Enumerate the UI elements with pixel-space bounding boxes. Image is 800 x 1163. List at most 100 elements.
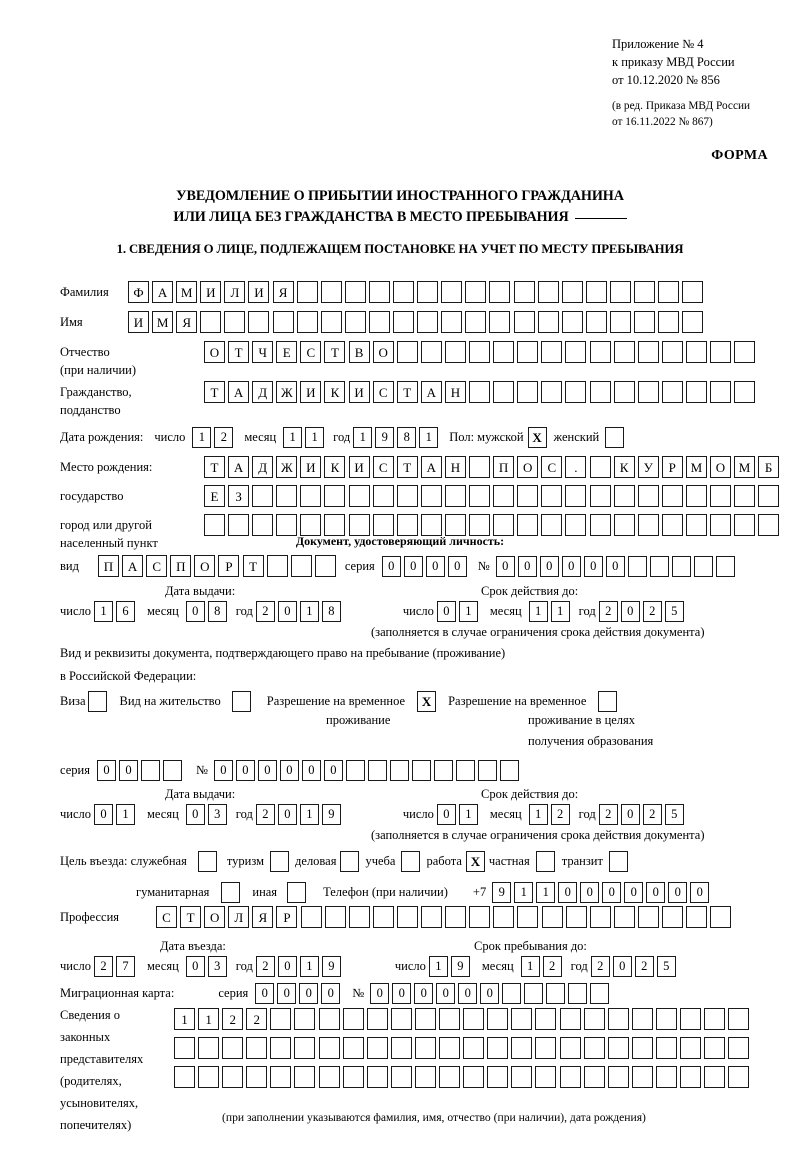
grid-cell[interactable] xyxy=(444,341,466,363)
grid-cell[interactable]: 0 xyxy=(185,956,205,977)
grid-cell[interactable] xyxy=(300,485,322,507)
grid-cell[interactable] xyxy=(637,906,659,928)
grid-cell[interactable] xyxy=(390,1008,412,1030)
grid-cell[interactable] xyxy=(324,906,346,928)
grid-cell[interactable] xyxy=(715,555,735,577)
grid-cell[interactable] xyxy=(366,1066,388,1088)
grid-cell[interactable] xyxy=(590,983,610,1004)
grid-cell[interactable]: 0 xyxy=(235,760,255,781)
grid-cell[interactable] xyxy=(487,1037,509,1059)
grid-cell[interactable] xyxy=(633,281,655,303)
grid-cell[interactable] xyxy=(487,1008,509,1030)
purpose-private-checkbox[interactable] xyxy=(535,851,555,872)
grid-cell[interactable]: 2 xyxy=(542,956,562,977)
grid-cell[interactable] xyxy=(655,1008,677,1030)
grid-cell[interactable] xyxy=(342,1066,364,1088)
grid-cell[interactable] xyxy=(613,341,635,363)
grid-cell[interactable] xyxy=(709,341,731,363)
grid-cell[interactable]: М xyxy=(685,456,707,478)
grid-cell[interactable]: Р xyxy=(661,456,683,478)
grid-cell[interactable] xyxy=(318,1066,340,1088)
grid-cell[interactable]: О xyxy=(204,341,225,363)
grid-cell[interactable] xyxy=(710,906,732,928)
grid-cell[interactable] xyxy=(546,983,566,1004)
grid-cell[interactable] xyxy=(637,485,659,507)
grid-cell[interactable]: 9 xyxy=(375,427,395,448)
grid-cell[interactable]: И xyxy=(300,456,322,478)
grid-cell[interactable] xyxy=(393,281,415,303)
grid-cell[interactable] xyxy=(469,485,491,507)
grid-cell[interactable] xyxy=(390,1037,412,1059)
grid-cell[interactable] xyxy=(345,760,365,781)
grid-cell[interactable] xyxy=(420,341,442,363)
grid-cell[interactable]: 0 xyxy=(539,555,559,577)
grid-cell[interactable] xyxy=(469,514,491,536)
grid-cell[interactable] xyxy=(439,1008,461,1030)
grid-cell[interactable]: . xyxy=(565,456,587,478)
grid-cell[interactable] xyxy=(589,906,611,928)
grid-cell[interactable] xyxy=(463,1037,485,1059)
grid-cell[interactable]: 2 xyxy=(642,601,662,622)
grid-cell[interactable]: 1 xyxy=(353,427,373,448)
grid-cell[interactable] xyxy=(661,381,683,403)
grid-cell[interactable]: Ж xyxy=(276,381,298,403)
grid-cell[interactable]: М xyxy=(152,311,174,333)
grid-cell[interactable]: 8 xyxy=(321,601,341,622)
grid-cell[interactable] xyxy=(565,341,587,363)
grid-cell[interactable] xyxy=(296,281,318,303)
grid-cell[interactable] xyxy=(607,1066,629,1088)
grid-cell[interactable]: 0 xyxy=(436,983,456,1004)
grid-cell[interactable]: И xyxy=(248,281,270,303)
grid-cell[interactable] xyxy=(441,311,463,333)
grid-cell[interactable]: П xyxy=(493,456,515,478)
grid-cell[interactable]: Т xyxy=(396,381,418,403)
grid-cell[interactable]: Т xyxy=(204,381,225,403)
grid-cell[interactable] xyxy=(561,311,583,333)
grid-cell[interactable]: С xyxy=(146,555,168,577)
grid-cell[interactable] xyxy=(517,381,539,403)
grid-cell[interactable]: 0 xyxy=(255,983,275,1004)
grid-cell[interactable]: 1 xyxy=(528,804,548,825)
grid-cell[interactable]: 2 xyxy=(634,956,654,977)
grid-cell[interactable] xyxy=(441,281,463,303)
grid-cell[interactable]: 1 xyxy=(198,1008,220,1030)
grid-cell[interactable]: О xyxy=(517,456,539,478)
grid-cell[interactable]: 0 xyxy=(277,601,297,622)
grid-cell[interactable]: 1 xyxy=(528,601,548,622)
grid-cell[interactable]: Р xyxy=(218,555,240,577)
grid-cell[interactable] xyxy=(513,281,535,303)
grid-cell[interactable] xyxy=(541,906,563,928)
grid-cell[interactable]: 0 xyxy=(414,983,434,1004)
grid-cell[interactable]: 0 xyxy=(185,804,205,825)
grid-cell[interactable] xyxy=(320,311,342,333)
grid-cell[interactable] xyxy=(493,485,515,507)
grid-cell[interactable]: 5 xyxy=(664,601,684,622)
grid-cell[interactable]: 0 xyxy=(323,760,343,781)
legal-rep-input-2[interactable] xyxy=(174,1037,750,1059)
grid-cell[interactable] xyxy=(559,1066,581,1088)
grid-cell[interactable] xyxy=(609,281,631,303)
grid-cell[interactable]: 2 xyxy=(642,804,662,825)
grid-cell[interactable] xyxy=(499,760,519,781)
sex-male-checkbox[interactable]: X xyxy=(527,427,547,448)
grid-cell[interactable] xyxy=(140,760,160,781)
grid-cell[interactable]: 0 xyxy=(620,601,640,622)
grid-cell[interactable] xyxy=(685,381,707,403)
grid-cell[interactable]: Т xyxy=(242,555,264,577)
grid-cell[interactable] xyxy=(613,514,635,536)
grid-cell[interactable]: 0 xyxy=(279,760,299,781)
grid-cell[interactable] xyxy=(511,1037,533,1059)
